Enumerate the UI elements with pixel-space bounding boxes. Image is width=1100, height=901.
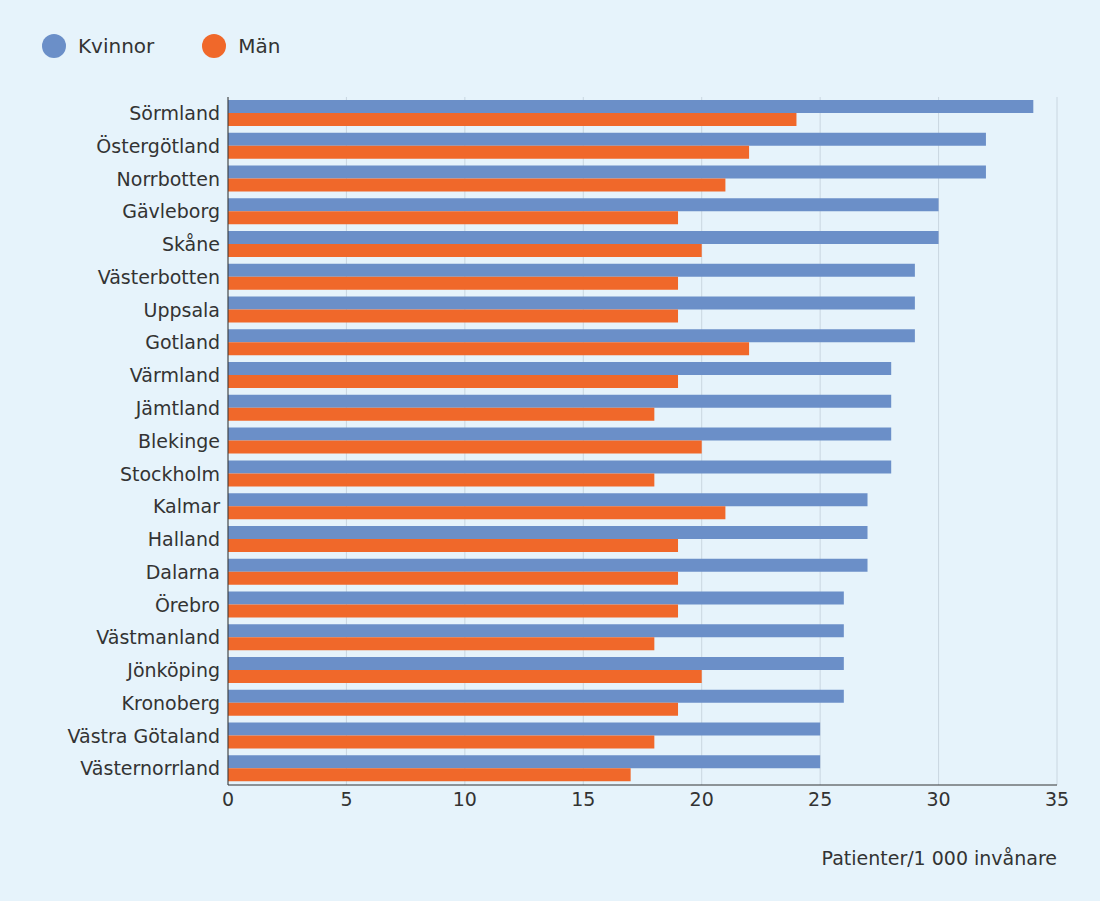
svg-text:Blekinge: Blekinge <box>138 430 220 452</box>
svg-text:Kronoberg: Kronoberg <box>122 692 220 714</box>
svg-text:Norrbotten: Norrbotten <box>117 168 220 190</box>
svg-text:5: 5 <box>340 788 352 810</box>
svg-text:Värmland: Värmland <box>130 364 220 386</box>
svg-text:30: 30 <box>926 788 950 810</box>
svg-text:Jämtland: Jämtland <box>135 397 220 419</box>
svg-text:35: 35 <box>1045 788 1069 810</box>
svg-text:Östergötland: Östergötland <box>96 135 220 157</box>
svg-text:Uppsala: Uppsala <box>144 299 221 321</box>
svg-text:Gotland: Gotland <box>145 331 220 353</box>
svg-text:Örebro: Örebro <box>155 594 220 616</box>
svg-text:Patienter/1 000 invånare: Patienter/1 000 invånare <box>822 847 1057 869</box>
svg-text:Sörmland: Sörmland <box>129 102 220 124</box>
svg-text:Halland: Halland <box>148 528 220 550</box>
html-text:Män: Män <box>238 34 281 58</box>
svg-text:Dalarna: Dalarna <box>146 561 220 583</box>
svg-text:Skåne: Skåne <box>162 233 220 255</box>
svg-text:0: 0 <box>222 788 234 810</box>
html-text:Kvinnor: Kvinnor <box>78 34 155 58</box>
svg-text:Västernorrland: Västernorrland <box>80 757 220 779</box>
svg-text:Västmanland: Västmanland <box>96 626 220 648</box>
svg-text:Stockholm: Stockholm <box>120 463 220 485</box>
svg-text:15: 15 <box>571 788 595 810</box>
svg-text:Västra Götaland: Västra Götaland <box>68 725 220 747</box>
svg-text:10: 10 <box>453 788 477 810</box>
svg-text:Kalmar: Kalmar <box>153 495 220 517</box>
svg-text:Gävleborg: Gävleborg <box>122 200 220 222</box>
svg-text:20: 20 <box>690 788 714 810</box>
svg-text:25: 25 <box>808 788 832 810</box>
svg-text:Jönköping: Jönköping <box>126 659 220 681</box>
svg-text:Västerbotten: Västerbotten <box>98 266 220 288</box>
